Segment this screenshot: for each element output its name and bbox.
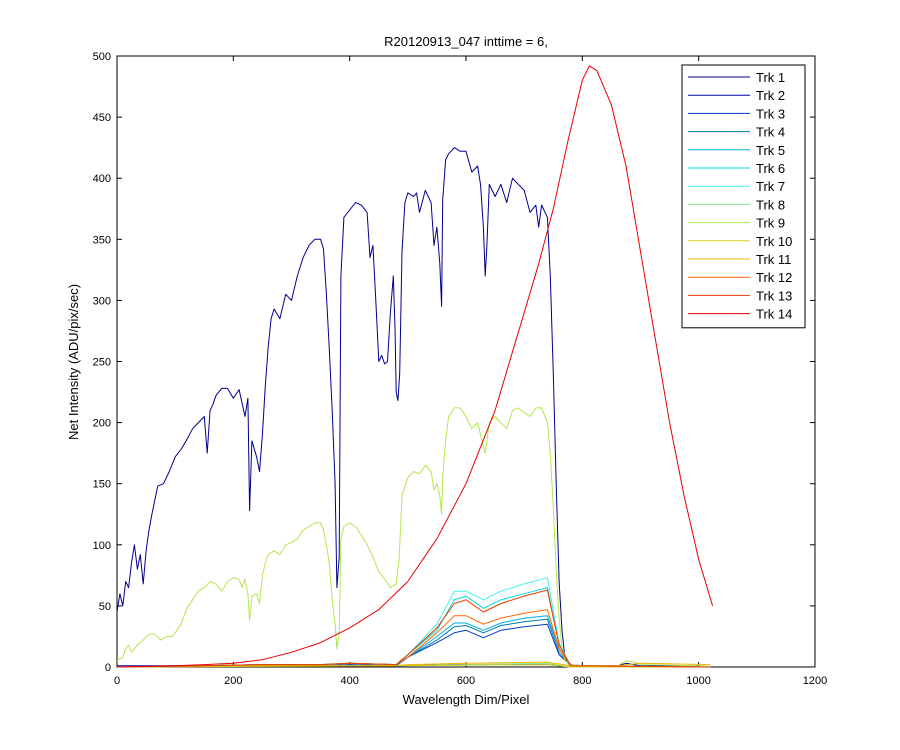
y-tick-label: 350 [93,234,111,246]
axis-ticks: 0 200 400 600 800 1000 1200 0 50 100 150 200 250 300 3… [93,51,828,687]
legend-label: Trk 9 [756,216,785,231]
y-tick-label: 500 [93,51,111,63]
legend-label: Trk 6 [756,161,785,176]
legend-label: Trk 2 [756,88,785,103]
x-axis-label: Wavelength Dim/Pixel [403,692,530,707]
legend-label: Trk 8 [756,197,785,212]
y-axis-label: Net Intensity (ADU/pix/sec) [66,284,81,440]
legend-label: Trk 4 [756,125,785,140]
series-line-trk-1 [116,147,711,668]
legend-label: Trk 12 [756,270,792,285]
series-layer [116,65,714,668]
y-tick-label: 200 [93,418,111,430]
legend-label: Trk 13 [756,288,792,303]
y-tick-label: 250 [93,357,111,369]
legend-label: Trk 3 [756,106,785,121]
legend: Trk 1 Trk 2 Trk 3 Trk 4 Trk 5 Trk 6 Trk 7 Trk 8… [681,64,806,329]
y-tick-label: 300 [93,295,111,307]
legend-label: Trk 14 [756,307,792,322]
legend-label: Trk 7 [756,179,785,194]
legend-label: Trk 5 [756,143,785,158]
x-tick-label: 0 [114,675,120,687]
legend-label: Trk 10 [756,234,792,249]
x-tick-label: 1200 [803,675,827,687]
y-tick-label: 150 [93,479,111,491]
y-tick-label: 400 [93,173,111,185]
legend-label: Trk 11 [756,252,791,267]
x-tick-label: 800 [573,675,591,687]
y-tick-label: 100 [93,540,111,552]
series-line-trk-4 [116,618,711,668]
x-tick-label: 600 [457,675,475,687]
x-tick-label: 1000 [686,675,710,687]
x-tick-label: 200 [224,675,242,687]
y-tick-label: 50 [99,601,111,613]
series-line-trk-13 [116,589,711,668]
series-line-trk-14 [116,65,714,668]
series-line-trk-9 [116,407,711,668]
y-tick-label: 0 [105,662,111,674]
series-line-trk-11 [116,661,711,668]
legend-box [681,64,806,329]
y-tick-label: 450 [93,112,111,124]
chart-title: R20120913_047 inttime = 6, [384,34,548,49]
x-tick-label: 400 [340,675,358,687]
legend-label: Trk 1 [756,70,785,85]
